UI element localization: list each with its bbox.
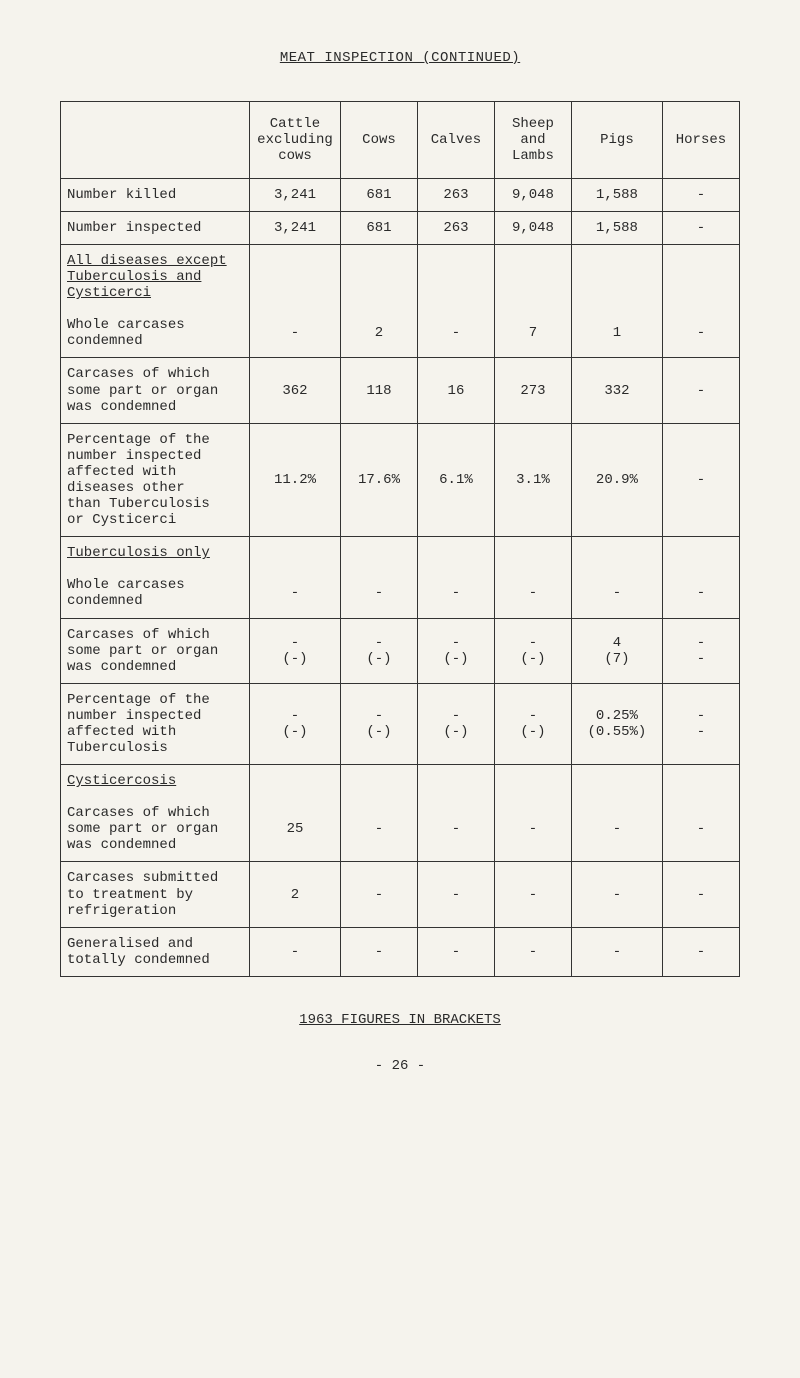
col-cows: Cows (340, 102, 417, 179)
row-b-whole: Whole carcases condemned - - - - - - (61, 569, 740, 618)
col-cattle: Cattle excluding cows (250, 102, 341, 179)
meat-inspection-table: Cattle excluding cows Cows Calves Sheep … (60, 101, 740, 977)
col-horses: Horses (662, 102, 739, 179)
row-c-treat: Carcases submitted to treatment by refri… (61, 862, 740, 927)
col-sheep: Sheep and Lambs (494, 102, 571, 179)
row-killed: Number killed 3,241 681 263 9,048 1,588 … (61, 179, 740, 212)
section-c-header: Cysticercosis (61, 765, 740, 798)
label-killed: Number killed (61, 179, 250, 212)
row-a-whole: Whole carcases condemned - 2 - 7 1 - (61, 309, 740, 358)
label-inspected: Number inspected (61, 212, 250, 245)
row-inspected: Number inspected 3,241 681 263 9,048 1,5… (61, 212, 740, 245)
col-calves: Calves (417, 102, 494, 179)
row-b-part: Carcases of which some part or organ was… (61, 618, 740, 683)
page-title: MEAT INSPECTION (CONTINUED) (60, 50, 740, 66)
row-a-part: Carcases of which some part or organ was… (61, 358, 740, 423)
row-a-pct: Percentage of the number inspected affec… (61, 423, 740, 537)
header-row: Cattle excluding cows Cows Calves Sheep … (61, 102, 740, 179)
page-number: - 26 - (60, 1058, 740, 1074)
row-b-pct: Percentage of the number inspected affec… (61, 683, 740, 764)
footnote: 1963 FIGURES IN BRACKETS (60, 1012, 740, 1028)
col-pigs: Pigs (571, 102, 662, 179)
row-c-gen: Generalised and totally condemned - - - … (61, 927, 740, 976)
header-empty (61, 102, 250, 179)
section-a-header: All diseases except Tuberculosis and Cys… (61, 245, 740, 310)
section-a-title: All diseases except Tuberculosis and Cys… (61, 245, 250, 310)
section-b-header: Tuberculosis only (61, 537, 740, 570)
row-c-part: Carcases of which some part or organ was… (61, 797, 740, 862)
